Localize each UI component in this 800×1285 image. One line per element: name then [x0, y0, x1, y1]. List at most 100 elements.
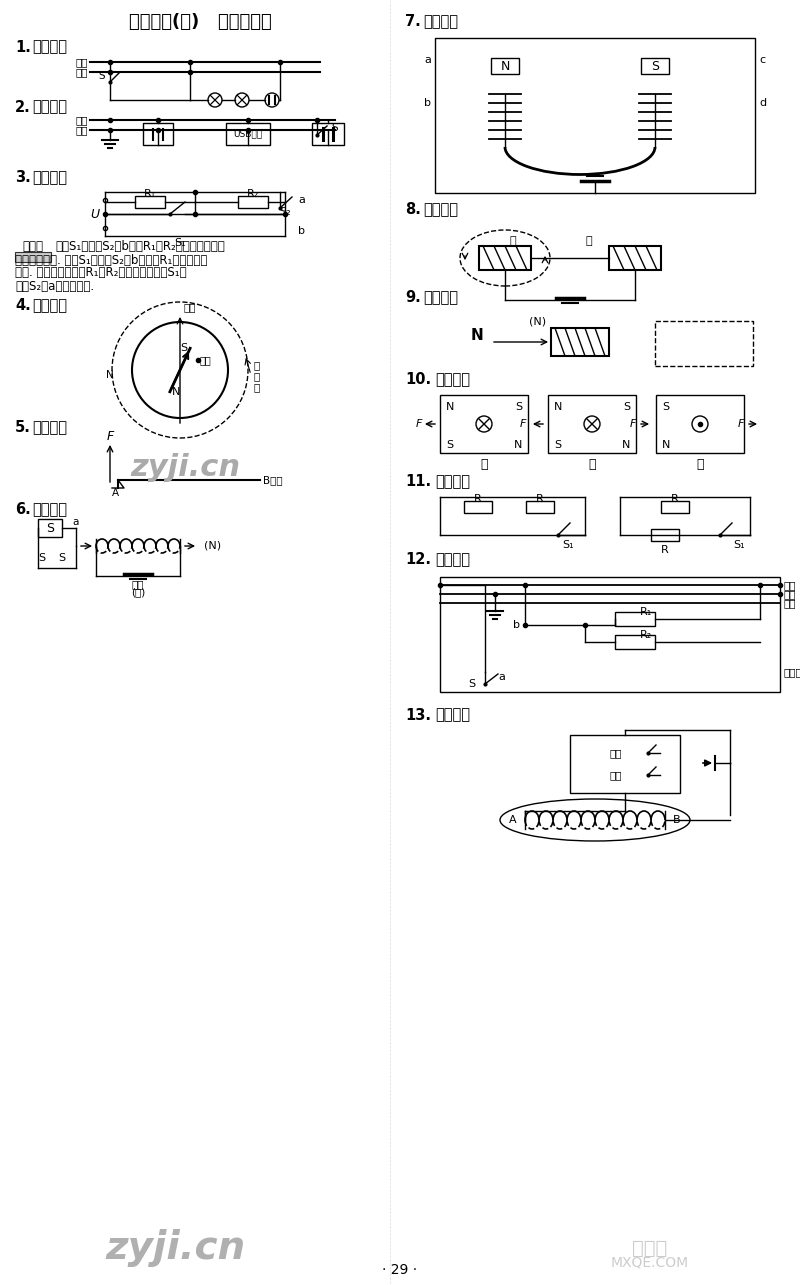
Text: U: U — [90, 207, 99, 221]
Bar — [609, 245, 661, 270]
Text: c: c — [759, 55, 765, 66]
Text: S: S — [662, 402, 669, 412]
Text: 火线: 火线 — [783, 580, 795, 590]
Text: 5.: 5. — [15, 420, 31, 436]
Text: S: S — [181, 343, 188, 353]
Text: 如图所示: 如图所示 — [435, 373, 470, 388]
Text: (N): (N) — [530, 317, 546, 326]
Text: 3.: 3. — [15, 171, 30, 185]
Text: 11.: 11. — [405, 474, 431, 490]
Text: S: S — [98, 71, 106, 81]
Text: 如图所示: 如图所示 — [32, 420, 67, 436]
Text: 如图所示: 如图所示 — [423, 290, 458, 306]
Text: N: N — [554, 402, 562, 412]
Text: · 29 ·: · 29 · — [382, 1263, 418, 1277]
Text: N: N — [172, 387, 180, 397]
Text: 2.: 2. — [15, 99, 30, 114]
Text: N: N — [106, 370, 114, 380]
Text: B位置: B位置 — [263, 475, 282, 484]
Text: 零线: 零线 — [783, 589, 795, 599]
Text: S: S — [623, 402, 630, 412]
Text: 金属外壳: 金属外壳 — [783, 667, 800, 677]
Bar — [238, 197, 268, 208]
Text: F: F — [106, 429, 114, 442]
Text: R: R — [474, 493, 482, 504]
Bar — [615, 612, 655, 626]
Text: 4.: 4. — [15, 298, 30, 314]
Bar — [479, 245, 531, 270]
Text: 如图所示: 如图所示 — [32, 99, 67, 114]
Bar — [464, 501, 492, 513]
Text: N: N — [500, 59, 510, 72]
Text: d: d — [759, 98, 766, 108]
Bar — [656, 394, 744, 454]
Text: 6.: 6. — [15, 502, 30, 518]
Text: 地轴: 地轴 — [183, 302, 195, 312]
Bar — [226, 123, 270, 145]
Text: F: F — [416, 419, 422, 429]
Text: S: S — [651, 59, 659, 72]
Text: S: S — [554, 439, 561, 450]
Text: A: A — [510, 815, 517, 825]
Bar — [15, 252, 51, 262]
Text: 甲: 甲 — [510, 236, 517, 245]
Text: zyji.cn: zyji.cn — [105, 1228, 245, 1267]
Text: b: b — [298, 226, 305, 236]
Text: 12.: 12. — [405, 553, 431, 568]
Text: MXQE.COM: MXQE.COM — [611, 1255, 689, 1270]
Text: S: S — [446, 439, 453, 450]
Text: 如图所示: 如图所示 — [32, 502, 67, 518]
Text: a: a — [73, 517, 79, 527]
Text: S: S — [58, 553, 66, 563]
Bar — [548, 394, 636, 454]
Text: F: F — [630, 419, 636, 429]
Text: a: a — [424, 55, 431, 66]
Text: b: b — [514, 619, 521, 630]
Text: 镇江: 镇江 — [200, 355, 212, 365]
Text: R: R — [536, 493, 544, 504]
Text: F: F — [738, 419, 744, 429]
Text: S: S — [469, 678, 475, 689]
Text: 靠近: 靠近 — [610, 748, 622, 758]
Text: 开关S₁断开、S₂接b时，R₁与R₂串联，总功率最: 开关S₁断开、S₂接b时，R₁与R₂串联，总功率最 — [55, 240, 225, 253]
Text: N: N — [514, 439, 522, 450]
Text: 9.: 9. — [405, 290, 421, 306]
Bar — [312, 123, 344, 145]
Text: 感: 感 — [253, 371, 259, 380]
Text: S₁: S₁ — [562, 540, 574, 550]
Text: 如图所示: 如图所示 — [435, 553, 470, 568]
Bar — [38, 519, 62, 537]
Text: (N): (N) — [204, 541, 221, 551]
Text: 零线: 零线 — [75, 125, 88, 135]
Text: 合、S₂接a时满足要求.: 合、S₂接a时满足要求. — [15, 280, 94, 293]
Text: zyji.cn: zyji.cn — [130, 454, 240, 482]
Text: 告茶园: 告茶园 — [632, 1239, 668, 1258]
Text: 乙: 乙 — [480, 459, 488, 472]
Text: 13.: 13. — [405, 708, 431, 722]
Text: 10.: 10. — [405, 373, 431, 388]
Text: S: S — [331, 123, 338, 134]
Text: 8.: 8. — [405, 203, 421, 217]
Text: 如图所示: 如图所示 — [423, 14, 458, 30]
Text: R: R — [671, 493, 679, 504]
Bar — [651, 529, 679, 541]
Bar — [526, 501, 554, 513]
Text: 如图所示: 如图所示 — [435, 474, 470, 490]
Text: 线: 线 — [253, 382, 259, 392]
Text: N: N — [662, 439, 670, 450]
Text: N: N — [470, 329, 483, 343]
Text: a: a — [498, 672, 506, 682]
Text: 丁: 丁 — [696, 459, 704, 472]
Text: 如图所示: 如图所示 — [435, 708, 470, 722]
Text: S₁: S₁ — [174, 238, 186, 248]
Bar — [655, 321, 753, 366]
Text: 电源: 电源 — [132, 580, 144, 589]
Text: 乙: 乙 — [585, 236, 592, 245]
Text: 远离: 远离 — [610, 770, 622, 780]
Text: R₂: R₂ — [640, 630, 652, 640]
Text: S: S — [46, 522, 54, 535]
Bar — [615, 635, 655, 649]
Text: 如图所示: 如图所示 — [32, 171, 67, 185]
Bar — [661, 501, 689, 513]
Text: 小，为低温档. 开关S₁闭合、S₂接b时，仅R₁工作，为中: 小，为低温档. 开关S₁闭合、S₂接b时，仅R₁工作，为中 — [15, 253, 207, 266]
